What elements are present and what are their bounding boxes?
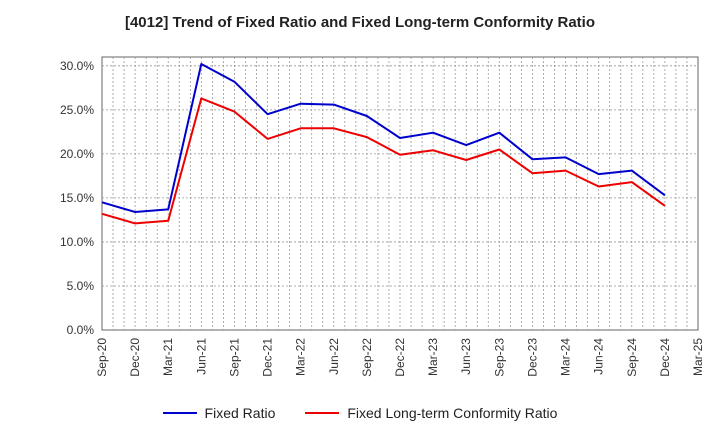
legend-item-conformity-ratio: Fixed Long-term Conformity Ratio <box>305 405 557 421</box>
x-tick-label: Mar-25 <box>691 338 705 376</box>
x-tick-label: Mar-21 <box>161 338 175 376</box>
series-line-conformity-ratio <box>101 97 666 225</box>
x-tick-label: Sep-22 <box>360 338 374 377</box>
y-tick-label: 20.0% <box>60 147 94 161</box>
series-line-fixed-ratio <box>101 63 666 213</box>
x-tick-label: Dec-22 <box>393 338 407 377</box>
y-tick-label: 25.0% <box>60 103 94 117</box>
legend-swatch-fixed-ratio <box>162 412 197 414</box>
x-tick-label: Jun-22 <box>327 338 341 375</box>
y-tick-label: 10.0% <box>60 235 94 249</box>
x-tick-label: Sep-21 <box>227 338 241 377</box>
x-tick-label: Dec-21 <box>261 338 275 377</box>
x-tick-label: Mar-22 <box>294 338 308 376</box>
x-tick-label: Sep-23 <box>492 338 506 377</box>
x-tick-label: Mar-23 <box>426 338 440 376</box>
x-tick-label: Mar-24 <box>559 338 573 376</box>
chart-title: [4012] Trend of Fixed Ratio and Fixed Lo… <box>124 14 596 31</box>
x-tick-label: Dec-23 <box>525 338 539 377</box>
x-tick-label: Jun-21 <box>194 338 208 375</box>
x-tick-label: Sep-24 <box>625 338 639 377</box>
y-tick-label: 5.0% <box>67 279 95 293</box>
y-tick-label: 15.0% <box>60 191 94 205</box>
x-tick-label: Dec-24 <box>658 338 672 377</box>
legend-label-conformity-ratio: Fixed Long-term Conformity Ratio <box>347 405 558 421</box>
legend-swatch-conformity-ratio <box>305 412 340 414</box>
x-tick-label: Sep-20 <box>95 338 109 377</box>
legend-label-fixed-ratio: Fixed Ratio <box>204 405 276 421</box>
legend-item-fixed-ratio: Fixed Ratio <box>162 405 276 421</box>
x-tick-label: Dec-20 <box>128 338 142 377</box>
y-tick-label: 30.0% <box>60 59 94 73</box>
y-tick-label: 0.0% <box>67 323 95 337</box>
x-tick-label: Jun-24 <box>592 338 606 375</box>
x-tick-label: Jun-23 <box>459 338 473 375</box>
chart-legend: Fixed Ratio Fixed Long-term Conformity R… <box>0 405 720 421</box>
